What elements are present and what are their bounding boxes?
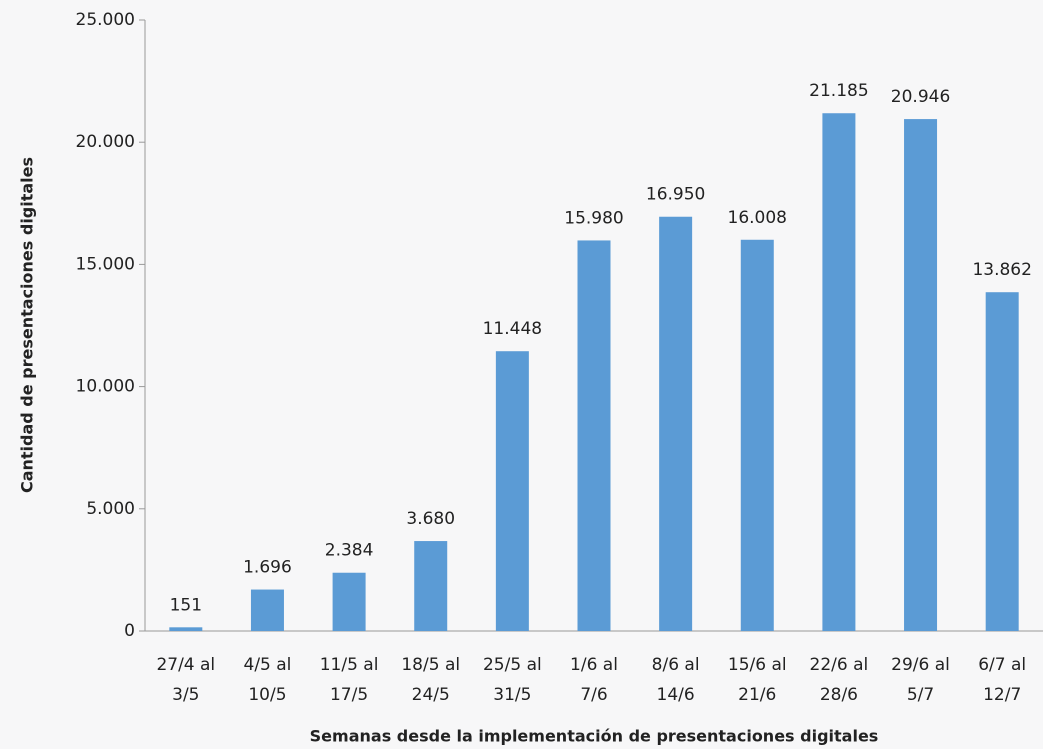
value-label: 15.980 — [564, 208, 623, 228]
value-label: 3.680 — [406, 509, 455, 529]
bar — [332, 572, 366, 631]
x-tick-label: 4/5 al — [244, 655, 292, 675]
x-tick-label: 29/6 al — [891, 655, 950, 675]
x-tick-label: 24/5 — [412, 685, 450, 705]
value-label: 11.448 — [483, 319, 542, 339]
bar — [169, 627, 203, 631]
y-tick-label: 15.000 — [76, 254, 135, 274]
value-label: 151 — [170, 595, 202, 615]
y-tick-label: 20.000 — [76, 132, 135, 152]
x-tick-label: 28/6 — [820, 685, 858, 705]
x-tick-label: 21/6 — [738, 685, 776, 705]
bar — [740, 239, 774, 632]
bar — [250, 589, 284, 631]
x-tick-label: 10/5 — [248, 685, 286, 705]
x-tick-label: 5/7 — [907, 685, 934, 705]
x-axis-title: Semanas desde la implementación de prese… — [310, 727, 879, 746]
y-tick-label: 10.000 — [76, 377, 135, 397]
x-tick-label: 8/6 al — [652, 655, 700, 675]
value-label: 16.950 — [646, 185, 705, 205]
y-tick-label: 5.000 — [86, 499, 135, 519]
x-tick-label: 12/7 — [983, 685, 1021, 705]
value-label: 21.185 — [809, 81, 868, 101]
y-tick-label: 0 — [124, 621, 135, 641]
bar — [414, 541, 448, 631]
bar — [495, 351, 529, 631]
value-label: 1.696 — [243, 558, 292, 578]
value-label: 2.384 — [325, 541, 374, 561]
y-axis-title: Cantidad de presentaciones digitales — [18, 157, 37, 493]
bar — [659, 216, 693, 631]
bar — [577, 240, 611, 632]
x-tick-label: 18/5 al — [401, 655, 460, 675]
bar — [822, 113, 856, 632]
y-tick-label: 25.000 — [76, 10, 135, 30]
x-tick-label: 7/6 — [580, 685, 607, 705]
x-tick-label: 31/5 — [493, 685, 531, 705]
x-tick-label: 3/5 — [172, 685, 199, 705]
bar — [985, 292, 1019, 631]
x-tick-label: 6/7 al — [978, 655, 1026, 675]
x-tick-label: 27/4 al — [156, 655, 215, 675]
value-label: 13.862 — [972, 260, 1031, 280]
value-label: 20.946 — [891, 87, 950, 107]
x-tick-label: 14/6 — [657, 685, 695, 705]
x-tick-label: 22/6 al — [810, 655, 869, 675]
value-label: 16.008 — [728, 208, 787, 228]
x-tick-label: 17/5 — [330, 685, 368, 705]
bar — [904, 119, 938, 631]
x-tick-label: 11/5 al — [320, 655, 379, 675]
x-tick-label: 15/6 al — [728, 655, 787, 675]
x-tick-label: 1/6 al — [570, 655, 618, 675]
x-tick-label: 25/5 al — [483, 655, 542, 675]
